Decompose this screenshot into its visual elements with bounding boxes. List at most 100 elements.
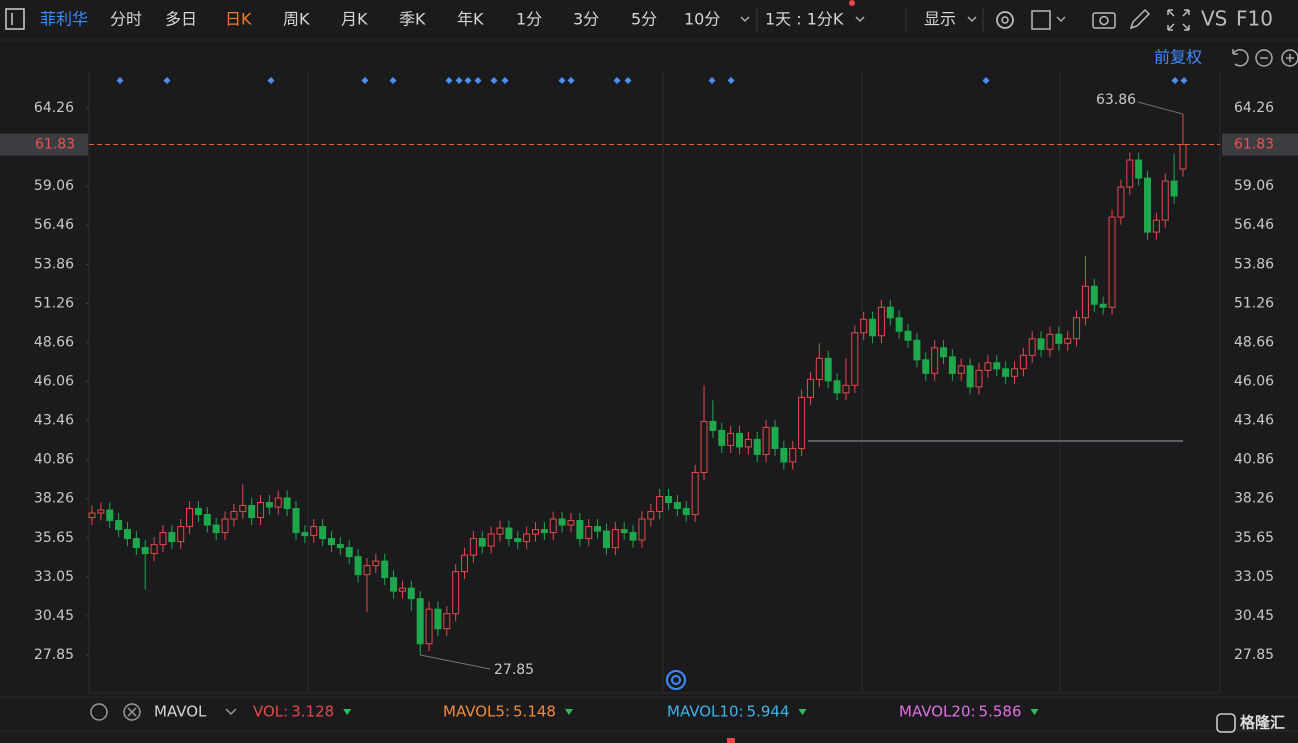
indicator-label: MAVOL10:: [667, 703, 744, 721]
candle-body: [1037, 338, 1045, 350]
y-tick-label-right: 51.26: [1234, 295, 1274, 311]
candle-body: [115, 520, 123, 531]
period-tab[interactable]: 年K: [457, 10, 484, 29]
vs-button[interactable]: VS: [1201, 7, 1227, 31]
zoom-in-sign: [1286, 54, 1294, 62]
period-tab[interactable]: 10分: [684, 10, 720, 29]
candle-body: [558, 518, 566, 526]
candle-body: [682, 508, 690, 516]
candle-body: [585, 526, 593, 540]
candle-body: [700, 420, 708, 473]
y-tick-label-right: 33.05: [1234, 569, 1274, 585]
period-tab[interactable]: 多日: [165, 10, 197, 29]
candle-body: [567, 520, 575, 526]
y-tick-label-right: 38.26: [1234, 491, 1274, 507]
y-tick-label-right: 56.46: [1234, 217, 1274, 233]
indicator-values: VOL: 3.128 MAVOL5: 5.148 MAVOL10: 5.944 MAVOL2…: [253, 703, 1039, 721]
candle-body: [141, 547, 149, 555]
candle-body: [762, 426, 770, 455]
high-leader: [1137, 101, 1184, 115]
candle-body: [248, 505, 256, 519]
period-tab[interactable]: 季K: [399, 10, 426, 29]
candle-body: [469, 538, 477, 556]
display-menu[interactable]: 显示: [924, 10, 956, 29]
event-marker: [624, 77, 632, 84]
adjust-toggle[interactable]: 前复权: [1154, 48, 1202, 67]
period-tab[interactable]: 3分: [573, 10, 599, 29]
candle-body: [824, 357, 832, 382]
candle-body: [496, 527, 504, 535]
y-tick-label-left: 53.86: [34, 256, 74, 272]
y-tick-label-left: 30.45: [34, 608, 74, 624]
more-periods[interactable]: [740, 16, 750, 23]
f10-button[interactable]: F10: [1236, 7, 1273, 31]
period-tab[interactable]: 月K: [341, 10, 368, 29]
indicator-name[interactable]: MAVOL: [154, 703, 207, 721]
candle-body: [106, 509, 114, 522]
reset-icon[interactable]: [1232, 49, 1249, 67]
candle-body: [221, 518, 229, 534]
fullscreen-icon[interactable]: [1167, 9, 1190, 31]
candle-body: [487, 533, 495, 547]
candle-body: [691, 471, 699, 516]
candle-body: [1064, 338, 1072, 344]
candle-body: [301, 532, 309, 537]
candle-body: [957, 365, 965, 374]
indicator-close[interactable]: [123, 703, 141, 721]
zoom-in[interactable]: [1281, 49, 1298, 67]
indicator-label: VOL:: [253, 703, 288, 721]
event-marker: [982, 77, 990, 84]
candle-body: [540, 529, 548, 534]
settings-icon[interactable]: [996, 11, 1014, 29]
candle-body: [780, 447, 788, 463]
candle-body: [1046, 333, 1054, 350]
y-tick-label-left: 33.05: [34, 569, 74, 585]
stock-name[interactable]: 菲利华: [40, 10, 88, 29]
layout-icon[interactable]: [1031, 10, 1051, 30]
indicator-settings[interactable]: [90, 703, 108, 721]
candle-body: [895, 317, 903, 332]
candle-body: [602, 530, 610, 549]
candle-body: [407, 587, 415, 600]
candle-body: [1144, 177, 1152, 233]
zoom-out[interactable]: [1255, 49, 1273, 67]
candle-body: [549, 518, 557, 534]
candle-body: [798, 396, 806, 449]
notice-dot: [849, 0, 855, 6]
candle-body: [443, 613, 451, 630]
candle-body: [789, 447, 797, 463]
event-marker: [464, 77, 472, 84]
draw-icon[interactable]: [1129, 8, 1151, 30]
candle-body: [381, 560, 389, 579]
y-tick-label-right: 53.86: [1234, 256, 1274, 272]
candle-body: [1028, 338, 1036, 356]
indicator-value: 3.128: [291, 703, 334, 721]
candle-body: [904, 330, 912, 341]
period-tab[interactable]: 周K: [283, 10, 310, 29]
y-tick-label-left: 59.06: [34, 178, 74, 194]
candle-body: [886, 306, 894, 319]
candle-body: [815, 357, 823, 380]
y-tick-label-right: 40.86: [1234, 452, 1274, 468]
candle-body: [478, 538, 486, 547]
period-tab[interactable]: 5分: [631, 10, 657, 29]
screenshot-icon[interactable]: [1092, 12, 1116, 29]
locate-button[interactable]: [666, 670, 686, 690]
candle-body: [1010, 368, 1018, 377]
period-tab[interactable]: 1分: [516, 10, 542, 29]
layout-chevron: [1056, 16, 1066, 23]
indicator-value: 5.944: [747, 703, 790, 721]
period-tab[interactable]: 分时: [110, 10, 142, 29]
event-marker: [727, 77, 735, 84]
period-select[interactable]: 1天 : 1分K: [765, 10, 844, 29]
candle-body: [993, 362, 1001, 370]
period-tab[interactable]: 日K: [225, 10, 252, 29]
candle-body: [292, 508, 300, 534]
candle-body: [656, 496, 664, 513]
candle-body: [647, 511, 655, 520]
event-marker: [389, 77, 397, 84]
sidebar-toggle[interactable]: [5, 8, 25, 30]
low-label: 27.85: [494, 662, 534, 678]
y-tick-label-left: 40.86: [34, 452, 74, 468]
